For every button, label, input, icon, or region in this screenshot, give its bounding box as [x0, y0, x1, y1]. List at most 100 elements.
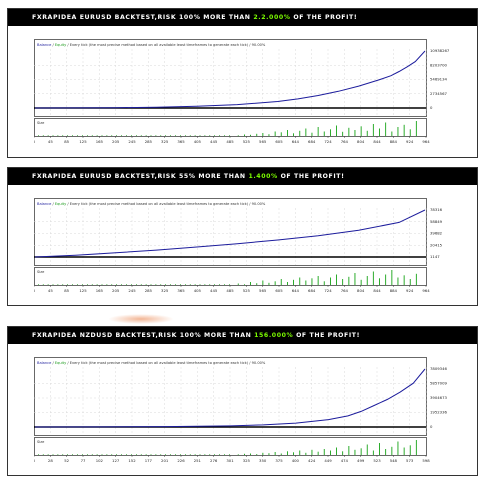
size-bar — [175, 284, 176, 285]
decorative-glow — [108, 314, 174, 324]
size-bar — [175, 454, 176, 455]
size-bar — [366, 276, 368, 285]
y-tick-label: 2734567 — [430, 91, 447, 96]
size-bar — [360, 279, 362, 286]
size-bar — [317, 451, 319, 455]
x-tick-label: 205 — [112, 139, 120, 144]
legend-balance: Balance — [37, 202, 52, 206]
size-bar — [280, 279, 282, 285]
x-tick-label: 424 — [308, 458, 316, 463]
y-tick-label: 5857009 — [430, 381, 447, 386]
size-bar — [145, 135, 147, 136]
panel-title: FXRAPIDEA EURUSD BACKTEST,RISK 55% MORE … — [8, 168, 477, 185]
size-bar — [209, 284, 211, 285]
x-tick-label: 724 — [324, 139, 332, 144]
x-tick-label: 77 — [81, 458, 86, 463]
size-bar — [62, 284, 64, 285]
x-tick-label: 85 — [64, 288, 69, 293]
size-bar — [52, 454, 54, 455]
size-bar — [336, 125, 337, 136]
size-bar — [397, 127, 399, 136]
size-bar — [360, 126, 362, 137]
size-bar — [229, 454, 230, 455]
size-bar — [237, 454, 239, 456]
size-bar — [121, 454, 122, 455]
size-bar — [287, 451, 288, 456]
size-bar — [136, 454, 137, 455]
size-bar — [121, 135, 122, 136]
x-tick-label: 245 — [128, 288, 136, 293]
title-prefix: FXRAPIDEA EURUSD BACKTEST,RISK 100% MORE… — [32, 14, 254, 21]
x-tick-label: 245 — [128, 139, 136, 144]
x-tick-label: 644 — [292, 139, 300, 144]
size-bar — [250, 282, 251, 285]
main-plot-frame — [34, 39, 427, 117]
size-label: Size — [37, 270, 45, 274]
legend-equity: Equity — [55, 202, 67, 206]
x-tick-label: 525 — [243, 288, 251, 293]
size-bar — [77, 284, 78, 285]
x-tick-label: 226 — [177, 458, 185, 463]
size-bar — [317, 276, 319, 285]
x-tick-label: 325 — [161, 288, 169, 293]
size-bar — [165, 135, 166, 136]
size-bar — [348, 446, 350, 455]
x-tick-label: 127 — [112, 458, 120, 463]
size-bar — [106, 284, 108, 285]
size-bar — [204, 454, 206, 455]
x-tick-label: 804 — [357, 288, 365, 293]
x-tick-label: 325 — [161, 139, 169, 144]
x-tick-label: 764 — [341, 288, 349, 293]
balance-line — [34, 50, 426, 109]
size-bar — [214, 284, 215, 285]
size-bar — [136, 135, 137, 136]
size-bar — [67, 135, 68, 136]
x-tick-label: 285 — [145, 139, 153, 144]
x-tick-label: 485 — [226, 139, 234, 144]
size-bar — [52, 284, 54, 285]
backtest-panel-2: FXRAPIDEA EURUSD BACKTEST,RISK 55% MORE … — [7, 167, 478, 306]
x-tick-label: 276 — [210, 458, 218, 463]
size-bar — [372, 271, 374, 285]
size-bar — [101, 135, 103, 136]
size-bar — [229, 135, 230, 136]
size-bar — [160, 135, 162, 136]
chart-header: Balance / Equity / Every tick (the most … — [37, 361, 266, 365]
size-bar — [354, 273, 356, 285]
y-tick-label: 0 — [430, 424, 433, 429]
x-tick-label: 405 — [194, 288, 202, 293]
x-tick-label: 445 — [210, 288, 218, 293]
x-tick-label: 365 — [177, 139, 185, 144]
x-tick-label: 485 — [226, 288, 234, 293]
size-bar — [219, 284, 220, 285]
legend-equity: Equity — [55, 361, 67, 365]
size-bar — [38, 454, 39, 455]
size-bar — [38, 284, 39, 285]
x-tick-label: 365 — [177, 288, 185, 293]
x-tick-label: 28 — [48, 458, 53, 463]
size-bar — [229, 284, 230, 285]
x-tick-label: 52 — [64, 458, 69, 463]
size-bar — [82, 135, 83, 136]
size-bar — [91, 454, 93, 455]
x-tick-label: 0 — [34, 139, 36, 144]
title-suffix: OF THE PROFIT! — [277, 173, 345, 180]
size-bar — [372, 450, 374, 455]
size-bar — [209, 454, 211, 455]
size-bar — [256, 133, 258, 137]
x-tick-label: 598 — [422, 458, 430, 463]
x-tick-label: 565 — [259, 288, 267, 293]
size-bar — [101, 454, 103, 455]
size-bar — [131, 454, 132, 455]
size-bar — [403, 447, 405, 455]
size-bar — [330, 277, 331, 285]
size-plot-frame — [34, 437, 427, 456]
size-bar — [170, 135, 171, 136]
size-bar — [244, 453, 245, 455]
x-tick-label: 445 — [210, 139, 218, 144]
x-tick-label: 474 — [341, 458, 349, 463]
size-bar — [342, 451, 344, 456]
size-bar — [415, 440, 417, 455]
panel-title: FXRAPIDEA EURUSD BACKTEST,RISK 100% MORE… — [8, 9, 477, 26]
x-tick-label: 605 — [275, 288, 283, 293]
